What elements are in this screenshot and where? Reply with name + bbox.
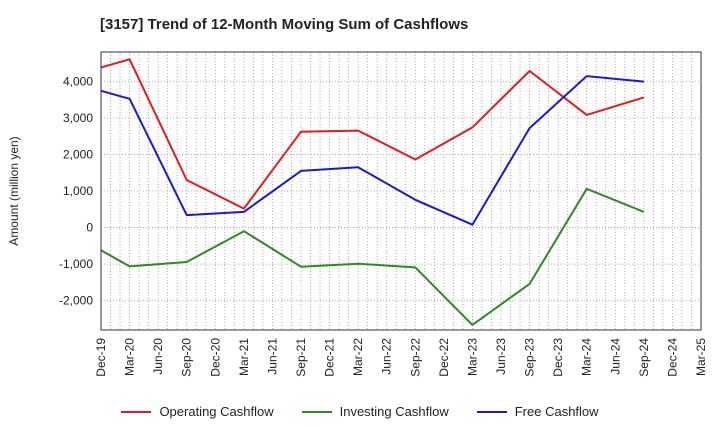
x-tick-label: Sep-20	[180, 338, 194, 377]
x-tick-label: Jun-21	[265, 338, 279, 375]
y-tick-label: 4,000	[63, 74, 93, 88]
x-tick-label: Dec-19	[94, 338, 108, 377]
series-line-operating	[100, 58, 645, 210]
x-tick-label: Sep-21	[294, 338, 308, 377]
legend-label-operating: Operating Cashflow	[159, 404, 274, 419]
x-tick-label: Sep-23	[523, 338, 537, 377]
legend-swatch-operating	[121, 410, 152, 413]
legend-swatch-investing	[301, 410, 332, 413]
x-tick-label: Dec-22	[437, 338, 451, 377]
legend-item-free: Free Cashflow	[476, 404, 599, 419]
legend-item-operating: Operating Cashflow	[121, 404, 274, 419]
x-tick-label: Jun-24	[608, 338, 622, 375]
x-tick-label: Mar-23	[465, 338, 479, 376]
x-tick-label: Mar-20	[123, 338, 137, 376]
y-tick-label: -1,000	[59, 257, 93, 271]
y-tick-label: 3,000	[63, 111, 93, 125]
plot-frame	[100, 51, 702, 331]
legend-label-investing: Investing Cashflow	[339, 404, 449, 419]
x-tick-label: Mar-25	[694, 338, 708, 376]
series-lines	[100, 58, 645, 326]
x-tick-label: Jun-20	[151, 338, 165, 375]
legend-swatch-free	[476, 410, 507, 413]
y-tick-labels: -2,000 -1,000 0 1,000 2,000 3,000 4,000	[59, 74, 93, 307]
y-tick-label: 0	[86, 221, 93, 235]
x-tick-label: Mar-21	[237, 338, 251, 376]
x-tick-label: Jun-22	[380, 338, 394, 375]
x-tick-label: Dec-23	[551, 338, 565, 377]
x-tick-label: Mar-22	[351, 338, 365, 376]
y-tick-label: -2,000	[59, 294, 93, 308]
y-axis-label: Amount (million yen)	[7, 136, 21, 245]
x-tick-label: Dec-24	[665, 338, 679, 377]
legend-item-investing: Investing Cashflow	[301, 404, 449, 419]
series-line-free	[100, 75, 644, 226]
x-tick-label: Mar-24	[580, 338, 594, 376]
chart-title: [3157] Trend of 12-Month Moving Sum of C…	[100, 16, 469, 33]
x-tick-label: Dec-20	[208, 338, 222, 377]
x-tick-label: Jun-23	[494, 338, 508, 375]
legend-label-free: Free Cashflow	[514, 404, 599, 419]
y-tick-label: 1,000	[63, 184, 93, 198]
x-tick-labels: Dec-19 Mar-20 Jun-20 Sep-20 Dec-20 Mar-21 Jun-…	[94, 338, 708, 377]
x-tick-label: Sep-22	[408, 338, 422, 377]
series-line-investing	[100, 187, 645, 326]
x-tick-label: Dec-21	[323, 338, 337, 377]
legend: Operating Cashflow Investing Cashflow Fr…	[0, 404, 720, 419]
y-tick-label: 2,000	[63, 147, 93, 161]
x-tick-label: Sep-24	[637, 338, 651, 377]
